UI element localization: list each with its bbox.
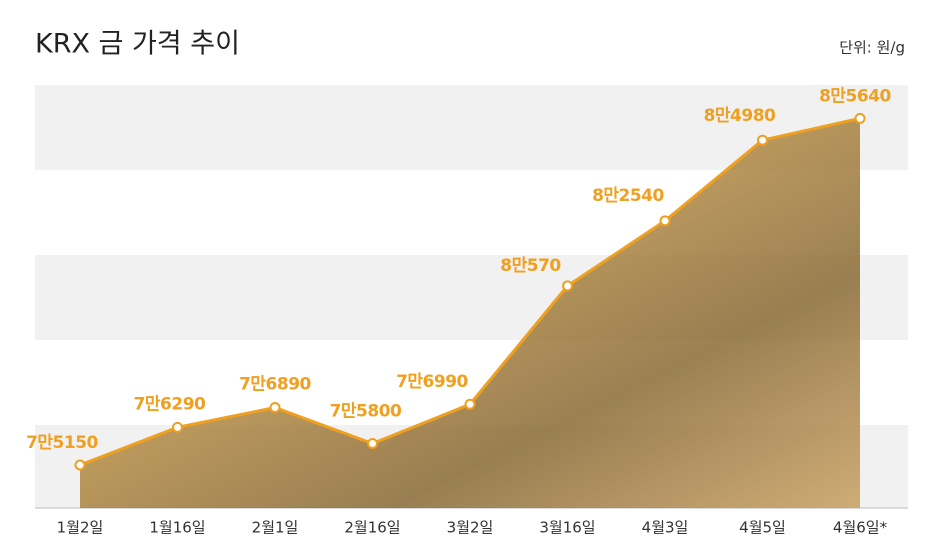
value-label: 8만5640 (819, 86, 891, 106)
x-tick-label: 3월2일 (447, 519, 494, 537)
point (854, 112, 866, 124)
x-tick-label: 2월16일 (344, 519, 400, 537)
point (172, 421, 183, 433)
x-tick-label: 4월5일 (739, 519, 786, 537)
value-label: 8만570 (500, 256, 561, 276)
x-tick-label: 1월2일 (57, 519, 104, 537)
point (562, 280, 573, 292)
x-tick-label: 4월6일* (833, 519, 888, 537)
value-label: 7만5150 (26, 433, 98, 453)
unit-label: 단위: 원/g (839, 39, 905, 57)
x-tick-label: 1월16일 (149, 519, 205, 537)
point (74, 459, 86, 471)
point (367, 438, 378, 450)
chart-title: KRX 금 가격 추이 (35, 29, 240, 60)
point (269, 402, 281, 414)
x-tick-label: 4월3일 (642, 519, 689, 537)
point (757, 134, 768, 146)
value-label: 7만6990 (396, 372, 468, 392)
value-label: 8만2540 (592, 186, 664, 206)
value-label: 7만6890 (239, 375, 311, 395)
x-tick-label: 2월1일 (252, 519, 299, 537)
point (464, 398, 476, 410)
value-label: 7만6290 (134, 394, 206, 414)
value-label: 8만4980 (704, 106, 776, 126)
x-tick-label: 3월16일 (539, 519, 595, 537)
point (659, 215, 671, 227)
value-label: 7만5800 (330, 402, 402, 422)
